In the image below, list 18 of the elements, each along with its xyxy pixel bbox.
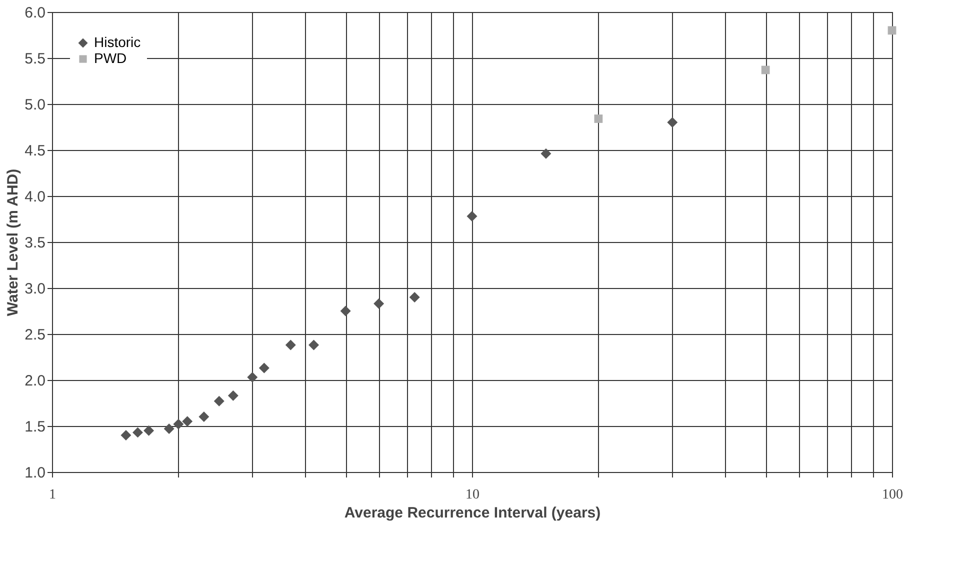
x-tick-label: 100 [882,488,903,502]
y-tick-label: 3.5 [24,234,46,252]
y-tick-label: 4.5 [24,142,46,160]
x-tick-label: 1 [49,488,56,502]
y-tick-label: 5.0 [24,96,46,114]
y-tick-label: 2.5 [24,326,46,344]
y-tick-label: 1.0 [24,464,46,482]
y-tick-label: 2.0 [24,372,46,390]
y-tick-label: 1.5 [24,418,46,436]
y-tick-label: 3.0 [24,280,46,298]
legend-label: Historic [94,34,141,50]
y-tick-label: 4.0 [24,188,46,206]
y-tick-label: 6.0 [24,4,46,22]
x-axis-title: Average Recurrence Interval (years) [344,504,601,522]
y-tick-label: 5.5 [24,50,46,68]
legend-label: PWD [94,50,127,66]
y-axis-title: Water Level (m AHD) [4,168,22,316]
x-tick-label: 10 [466,488,480,502]
